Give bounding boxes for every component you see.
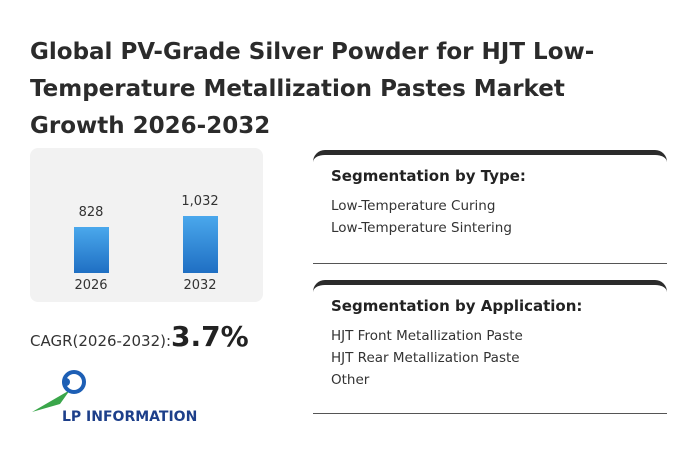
segment-title: Segmentation by Application:	[331, 297, 583, 315]
title: Global PV-Grade Silver Powder for HJT Lo…	[30, 39, 595, 139]
segment-item: HJT Front Metallization Paste	[331, 328, 523, 344]
category-label: 2026	[74, 278, 108, 293]
bar	[182, 216, 218, 273]
bar	[73, 227, 109, 273]
category-label: 2032	[183, 278, 217, 293]
segment-item: HJT Rear Metallization Paste	[331, 350, 520, 366]
segment-item: Other	[331, 372, 370, 388]
segment-title: Segmentation by Type:	[331, 167, 526, 185]
value-label: 828	[78, 205, 104, 221]
logo-text: LP INFORMATION	[62, 409, 198, 425]
segment-item: Low-Temperature Curing	[331, 198, 496, 214]
segment-box: Segmentation by Type: Low-Temperature Cur…	[313, 150, 667, 264]
value-label: 1,032	[181, 194, 219, 209]
cagr: CAGR(2026-2032):3.7%	[30, 320, 249, 353]
cagr-label: CAGR(2026-2032):	[30, 332, 172, 350]
chart-panel: 828 2026 1,032 2032	[30, 148, 263, 302]
logo-icon	[32, 370, 86, 412]
segment-box: Segmentation by Application: HJT Front Me…	[313, 280, 667, 414]
segment-item: Low-Temperature Sintering	[331, 220, 512, 236]
cagr-value: 3.7%	[171, 320, 249, 353]
